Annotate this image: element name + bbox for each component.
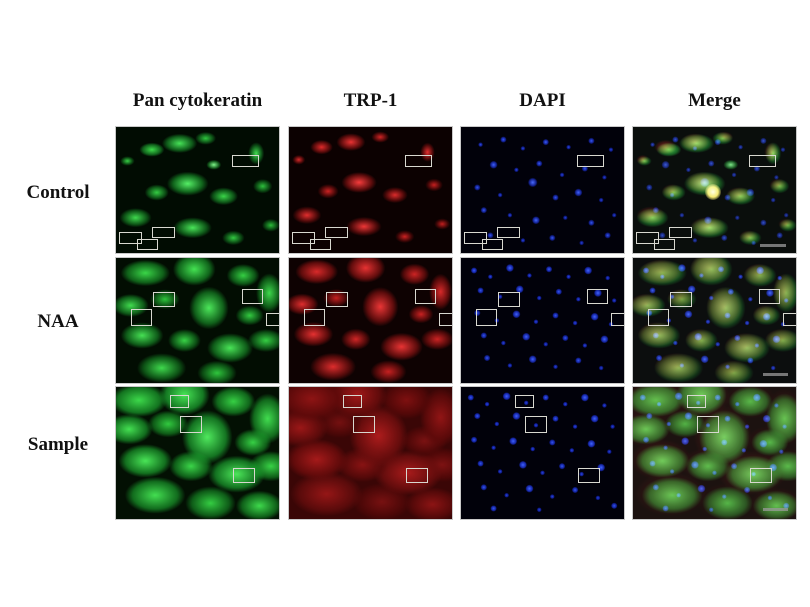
roi-box [636,231,660,245]
panel-naa-trp-1 [288,257,453,384]
fluorescence-field-red [289,258,452,383]
scale-bar [760,244,787,248]
fluorescence-field-red [289,127,452,253]
row-label-text: Sample [27,434,89,455]
roi-box [586,289,608,305]
roi-box [524,416,548,434]
panel-control-dapi [460,126,625,254]
column-header-dapi: DAPI [460,88,625,114]
roi-box [498,291,520,307]
roi-box [464,231,488,245]
scale-bar [763,373,788,376]
panel-naa-dapi [460,257,625,384]
row-label-text: Control [26,182,90,203]
column-header-pan-cytokeratin: Pan cytokeratin [110,88,285,114]
colocalization-hotspot [704,183,721,200]
roi-box [482,239,504,251]
roi-box [231,154,260,168]
column-header-label: Pan cytokeratin [132,90,263,111]
roi-box [265,313,279,326]
row-label-sample: Sample [6,434,110,456]
column-header-label: DAPI [519,90,566,111]
roi-box [324,226,348,238]
column-header-label: TRP-1 [343,90,398,111]
roi-box [578,467,600,484]
merge-layer-blue [633,127,796,253]
row-label-control: Control [6,182,110,204]
row-label-naa: NAA [6,311,110,333]
column-header-label: Merge [688,90,741,111]
panel-sample-dapi [460,386,625,520]
panel-sample-trp-1 [288,386,453,520]
roi-box [130,309,152,326]
roi-box [352,416,376,434]
roi-box [310,239,332,251]
fluorescence-field-green [116,127,279,253]
panel-sample-pan-cytokeratin [115,386,280,520]
roi-box [438,313,452,326]
panel-sample-merge [632,386,797,520]
roi-box [654,239,676,251]
roi-box [758,289,780,305]
fluorescence-field-red [289,387,452,519]
roi-box [414,289,436,305]
roi-box [404,154,433,168]
roi-box [241,289,263,305]
panel-control-trp-1 [288,126,453,254]
roi-box [169,394,190,409]
column-header-trp-1: TRP-1 [288,88,453,114]
panel-naa-merge [632,257,797,384]
roi-box [153,291,175,307]
panel-control-merge [632,126,797,254]
roi-box [342,394,363,409]
scale-bar [763,508,788,512]
roi-box [326,291,348,307]
merge-layer-blue [633,258,796,383]
merge-layer-blue [633,387,796,519]
fluorescence-field-blue [461,258,624,383]
roi-box [514,394,535,409]
roi-box [475,309,497,326]
roi-box [303,309,325,326]
roi-box [696,416,720,434]
roi-box [668,226,692,238]
roi-box [748,154,777,168]
fluorescence-field-blue [461,127,624,253]
roi-box [496,226,520,238]
roi-box [686,394,707,409]
fluorescence-field-green [116,387,279,519]
roi-box [119,231,143,245]
roi-box [782,313,796,326]
panel-naa-pan-cytokeratin [115,257,280,384]
roi-box [151,226,175,238]
fluorescence-field-green [116,258,279,383]
panel-control-pan-cytokeratin [115,126,280,254]
roi-box [137,239,159,251]
roi-box [292,231,316,245]
roi-box [670,291,692,307]
roi-box [750,467,772,484]
roi-box [610,313,624,326]
column-header-merge: Merge [632,88,797,114]
roi-box [576,154,605,168]
roi-box [647,309,669,326]
roi-box [179,416,203,434]
row-label-text: NAA [37,311,79,332]
roi-box [233,467,255,484]
roi-box [406,467,428,484]
fluorescence-field-blue [461,387,624,519]
